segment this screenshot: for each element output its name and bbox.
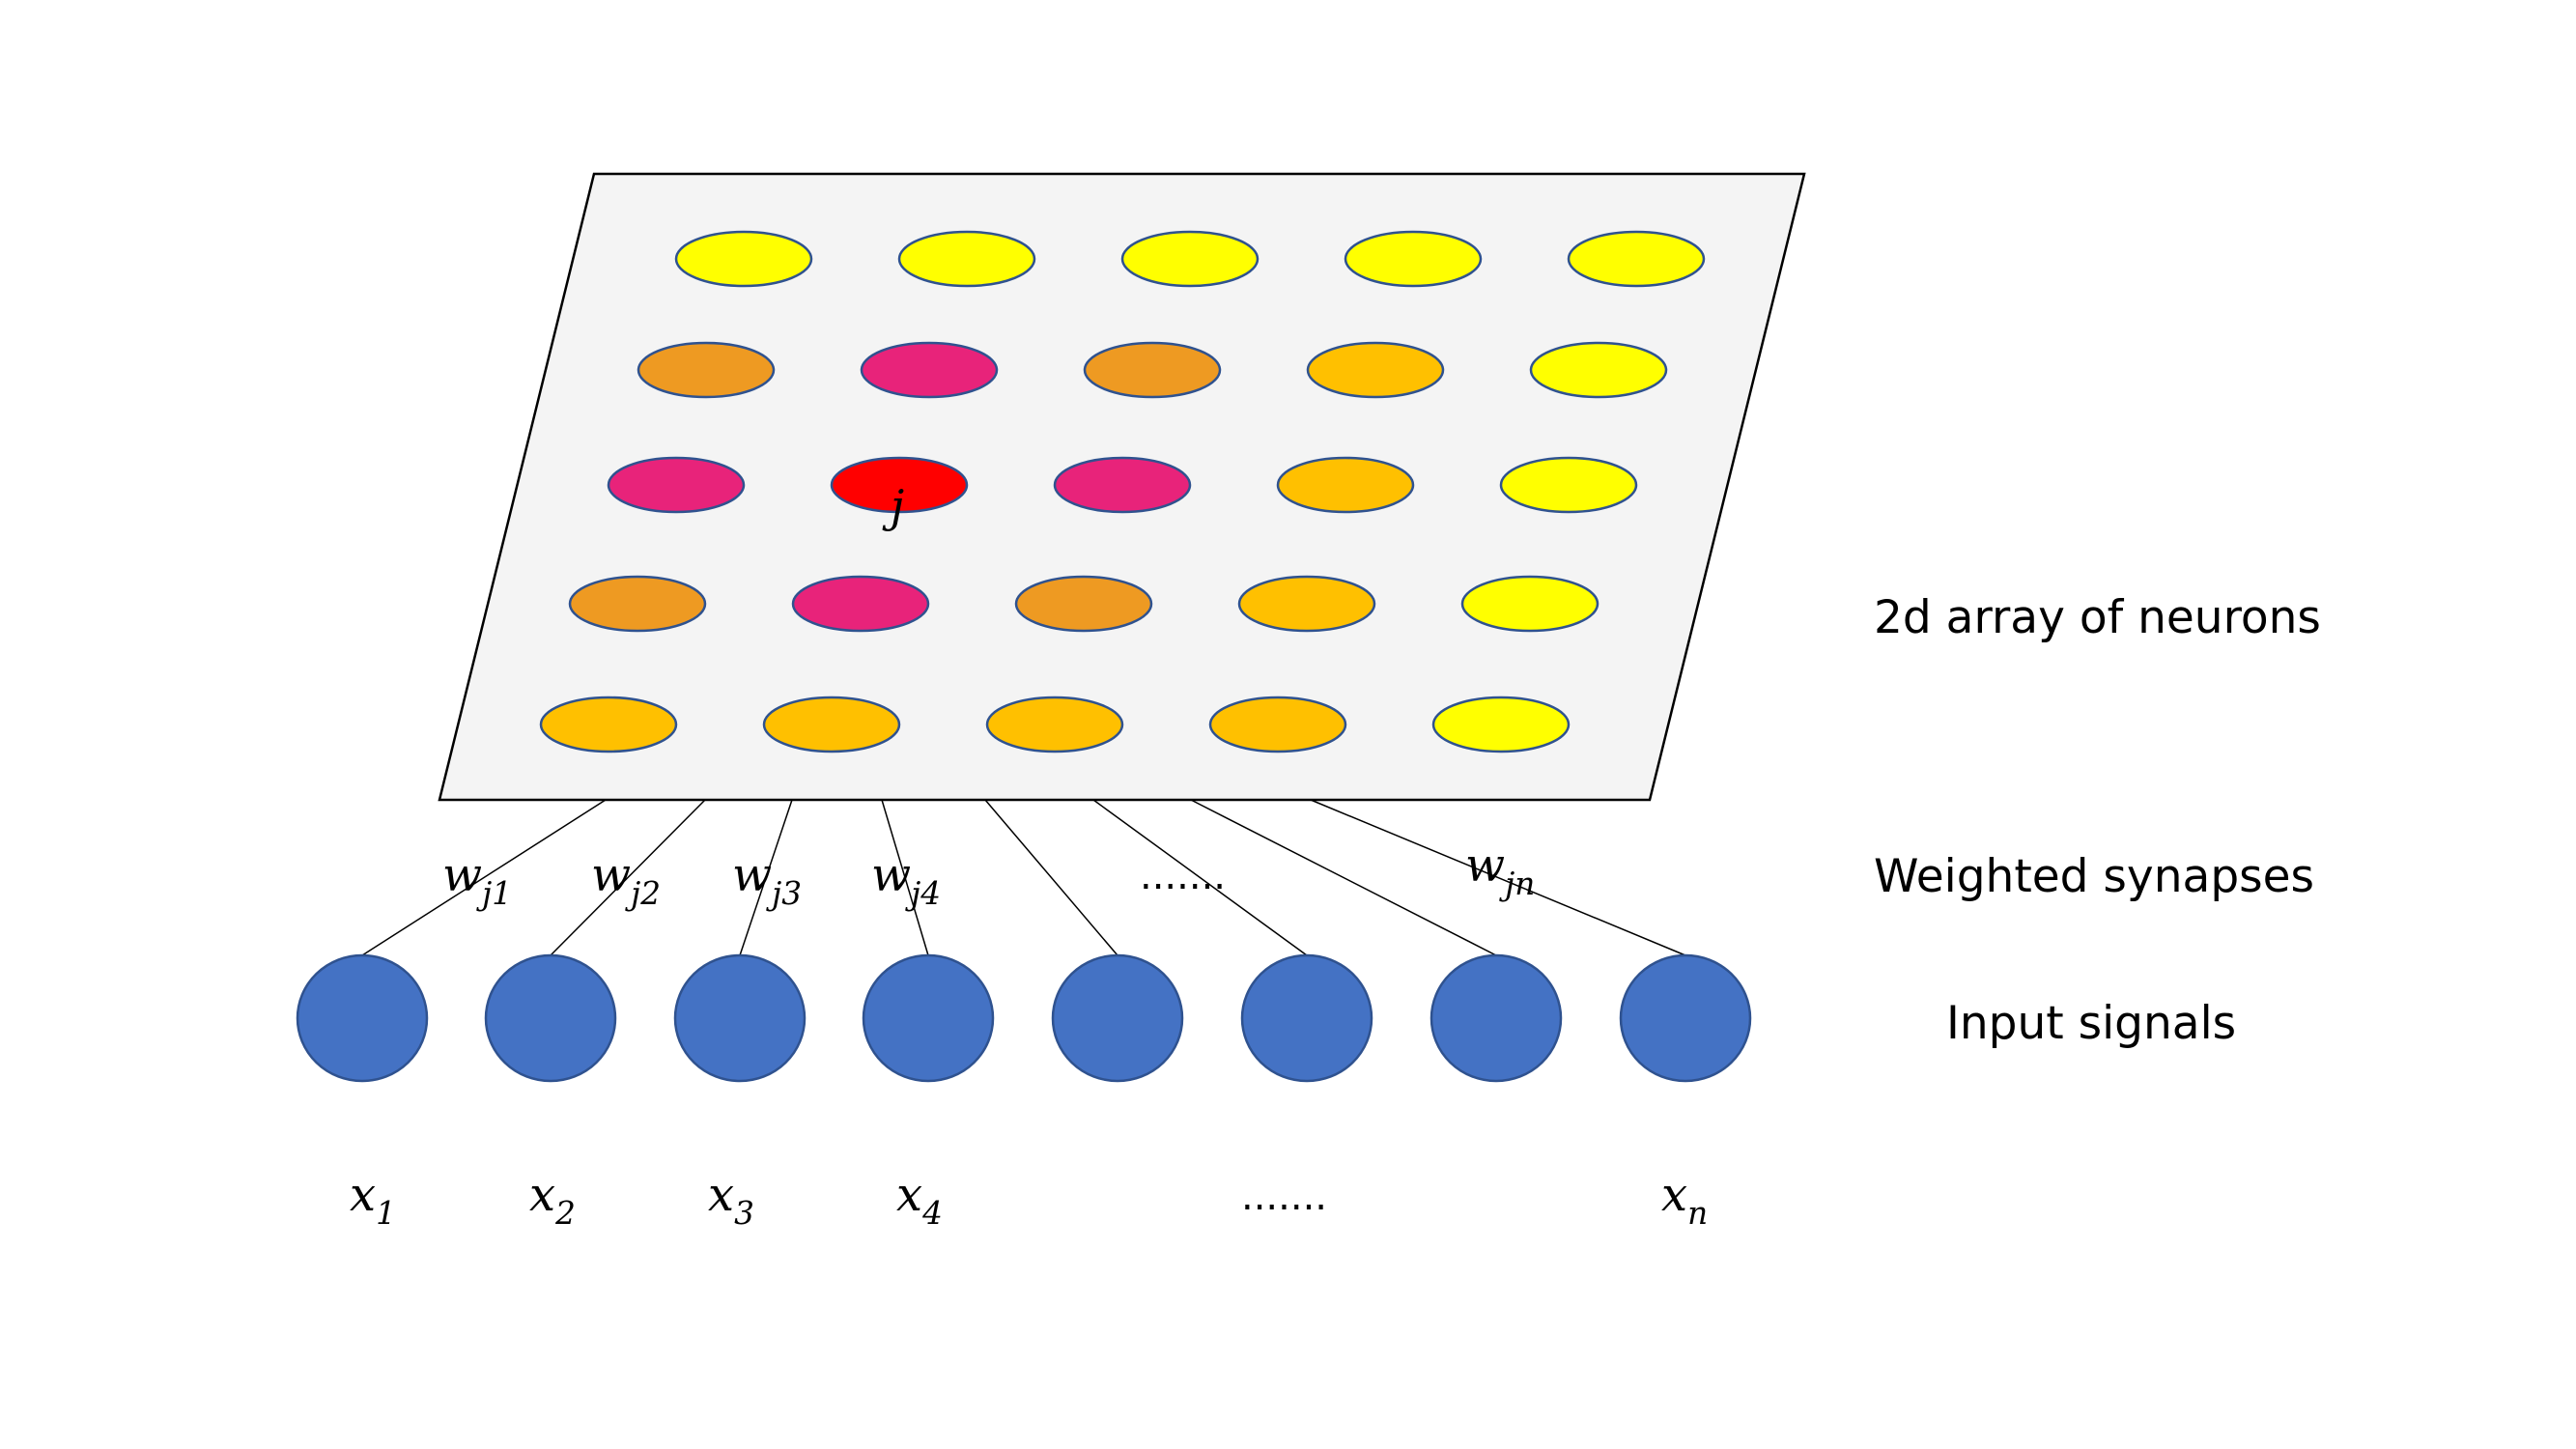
input-label-2: x2: [529, 1168, 576, 1232]
synapse-line-7: [1190, 799, 1497, 956]
neuron-r3-c4: [1276, 456, 1415, 514]
input-label-4: x4: [896, 1168, 943, 1232]
neuron-r3-c2: [830, 456, 969, 514]
input-node-2: [484, 953, 617, 1083]
input-node-6: [1240, 953, 1373, 1083]
input-node-3: [673, 953, 807, 1083]
weight-label-jn: wjn: [1465, 838, 1535, 902]
label-weighted-synapses: Weighted synapses: [1874, 850, 2314, 903]
neuron-r4-c3: [1014, 575, 1153, 633]
neuron-r4-c5: [1460, 575, 1599, 633]
weight-label-j1: wj1: [442, 848, 512, 912]
neuron-r2-c4: [1306, 341, 1445, 399]
neuron-grid: [539, 230, 1706, 753]
neuron-r5-c1: [539, 696, 678, 753]
input-label-3: x3: [708, 1168, 754, 1232]
input-node-4: [862, 953, 995, 1083]
input-node-5: [1051, 953, 1184, 1083]
synapse-line-5: [984, 799, 1118, 956]
neuron-r2-c5: [1529, 341, 1668, 399]
neuron-r5-c2: [762, 696, 901, 753]
label-input-signals: Input signals: [1946, 997, 2236, 1050]
neuron-r4-c4: [1237, 575, 1376, 633]
neuron-r1-c5: [1567, 230, 1706, 288]
weight-label-j4: wj4: [871, 848, 941, 912]
input-label-1: x1: [350, 1168, 396, 1232]
neuron-r4-c2: [791, 575, 930, 633]
neuron-r2-c1: [637, 341, 776, 399]
synapse-lines: [361, 799, 1686, 956]
input-nodes: [296, 953, 1752, 1083]
synapse-line-1: [361, 799, 607, 956]
label-2d-array: 2d array of neurons: [1874, 591, 2321, 644]
synapse-line-3: [739, 799, 793, 956]
neuron-r4-c1: [568, 575, 707, 633]
neuron-r2-c3: [1083, 341, 1222, 399]
neuron-r5-c5: [1431, 696, 1571, 753]
weight-label-j3: wj3: [732, 848, 802, 912]
input-node-1: [296, 953, 429, 1083]
synapse-line-4: [881, 799, 929, 956]
neuron-r5-c4: [1208, 696, 1347, 753]
synapse-line-8: [1310, 799, 1686, 956]
weight-label-ellipsis: .......: [1140, 854, 1226, 898]
neuron-r1-c4: [1344, 230, 1483, 288]
neuron-r3-c5: [1499, 456, 1638, 514]
input-node-7: [1430, 953, 1563, 1083]
input-label-n: xn: [1661, 1168, 1708, 1232]
neuron-r3-c1: [607, 456, 746, 514]
weight-label-j2: wj2: [591, 848, 661, 912]
neuron-r1-c1: [674, 230, 813, 288]
synapse-line-6: [1092, 799, 1308, 956]
neuron-r3-c3: [1053, 456, 1192, 514]
neuron-r5-c3: [985, 696, 1124, 753]
synapse-line-2: [550, 799, 706, 956]
neuron-r1-c3: [1120, 230, 1260, 288]
input-node-8: [1619, 953, 1752, 1083]
neuron-r2-c2: [860, 341, 999, 399]
input-label-ellipsis: .......: [1241, 1175, 1327, 1219]
neuron-r1-c2: [897, 230, 1036, 288]
